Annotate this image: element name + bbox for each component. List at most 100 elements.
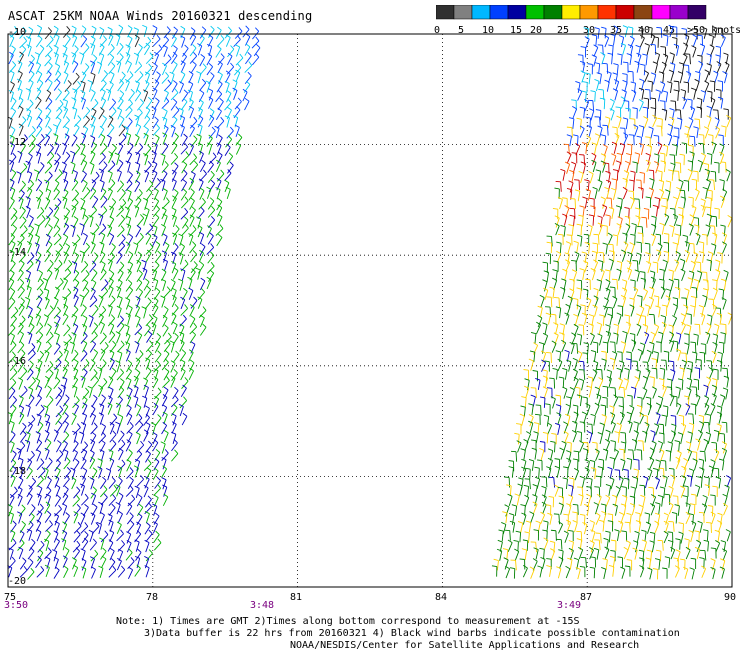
wind-barb-flag <box>94 296 97 300</box>
wind-barb <box>36 226 39 236</box>
wind-barb <box>199 253 203 262</box>
wind-barb-flag <box>148 298 151 302</box>
wind-barb <box>173 136 179 144</box>
wind-barb <box>645 478 647 488</box>
wind-barb-flag <box>706 414 711 415</box>
wind-barb <box>613 299 616 308</box>
wind-barb-flag <box>686 314 691 315</box>
wind-barb-flag <box>31 451 34 455</box>
wind-barb-flag <box>136 432 140 434</box>
wind-barb-flag <box>211 216 214 220</box>
wind-barb-flag <box>92 188 96 191</box>
wind-barb-flag <box>10 82 14 85</box>
wind-barb-flag <box>638 349 642 351</box>
wind-barb-flag <box>551 314 556 315</box>
wind-barb <box>126 371 132 379</box>
wind-barb-flag <box>625 161 630 163</box>
wind-barb <box>724 506 728 515</box>
wind-barb <box>11 228 16 236</box>
wind-barb-flag <box>669 361 674 362</box>
wind-barb <box>680 226 681 236</box>
wind-barb-flag <box>699 135 704 136</box>
wind-barb-flag <box>47 530 51 533</box>
wind-barb-flag <box>76 144 79 148</box>
wind-barb-flag <box>22 521 26 524</box>
wind-barb-flag <box>49 225 53 228</box>
wind-barb <box>20 434 26 442</box>
wind-barb-flag <box>626 153 631 154</box>
wind-barb-flag <box>624 171 629 173</box>
wind-barb <box>27 264 34 271</box>
wind-barb-flag <box>17 512 21 514</box>
wind-barb-flag <box>218 234 222 237</box>
wind-barb <box>10 524 16 532</box>
wind-barb-flag <box>580 61 585 63</box>
wind-barb-flag <box>201 278 205 281</box>
wind-barb-flag <box>45 376 49 379</box>
wind-barb-flag <box>521 467 526 469</box>
wind-barb-flag <box>130 513 134 517</box>
wind-barb-flag <box>570 387 574 389</box>
wind-barb <box>101 452 104 462</box>
wind-barb <box>611 261 614 271</box>
wind-barb <box>135 388 138 397</box>
wind-barb-flag <box>165 161 168 165</box>
wind-barb-flag <box>652 441 656 443</box>
wind-barb <box>100 363 106 371</box>
wind-barb-flag <box>707 315 712 316</box>
wind-barb-flag <box>630 243 634 245</box>
wind-barb-flag <box>122 235 125 239</box>
wind-barb-flag <box>113 494 116 498</box>
wind-barb-flag <box>129 172 133 175</box>
wind-barb <box>679 334 681 344</box>
wind-barb <box>634 290 638 299</box>
wind-barb <box>19 334 23 343</box>
wind-barb-flag <box>701 344 706 345</box>
wind-barb <box>101 119 106 128</box>
wind-barb-flag <box>90 136 94 138</box>
wind-barb <box>606 244 607 254</box>
wind-barb-flag <box>659 269 664 270</box>
wind-barb <box>100 210 107 217</box>
wind-barb-flag <box>112 477 115 481</box>
wind-barb <box>603 316 604 326</box>
wind-barb-flag <box>174 439 178 443</box>
wind-barb <box>710 55 712 65</box>
wind-barb-flag <box>555 423 560 425</box>
wind-barb-flag <box>712 280 717 281</box>
wind-barb-flag <box>656 403 660 405</box>
wind-barb <box>126 75 133 82</box>
wind-barb-flag <box>685 126 690 128</box>
wind-barb <box>614 397 618 406</box>
wind-barb-flag <box>50 361 53 365</box>
wind-barb-flag <box>714 208 719 209</box>
wind-barb <box>82 183 87 192</box>
wind-barb-flag <box>594 502 599 504</box>
wind-barb-flag <box>108 171 112 173</box>
wind-barb <box>630 155 631 165</box>
wind-barb <box>36 327 43 334</box>
wind-barb <box>64 569 68 578</box>
wind-barb <box>660 192 664 201</box>
wind-barb-flag <box>563 478 568 479</box>
wind-barb <box>10 373 17 380</box>
wind-barb-flag <box>726 169 730 171</box>
wind-barb-flag <box>66 152 69 156</box>
wind-barb-flag <box>59 260 62 264</box>
wind-barb-flag <box>721 324 726 325</box>
wind-barb-flag <box>601 405 606 406</box>
wind-barb <box>659 461 661 471</box>
wind-barb-flag <box>12 451 16 454</box>
wind-barb <box>100 415 103 424</box>
wind-barb <box>618 163 620 173</box>
wind-barb <box>714 290 717 299</box>
wind-barb-flag <box>193 225 196 229</box>
wind-barb-flag <box>113 440 116 444</box>
wind-barb <box>29 390 33 399</box>
wind-barb <box>108 128 114 136</box>
wind-barb <box>714 245 716 255</box>
wind-barb-flag <box>688 161 693 162</box>
wind-barb-flag <box>711 403 715 406</box>
wind-barb <box>581 237 582 247</box>
wind-barb-flag <box>553 208 558 209</box>
